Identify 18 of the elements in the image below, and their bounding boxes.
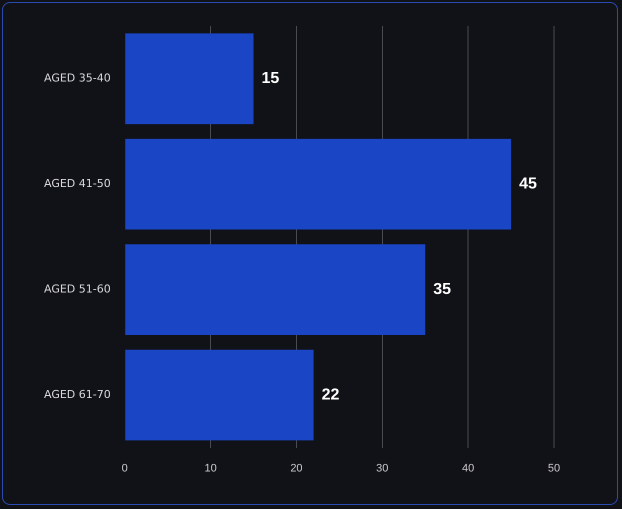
data-label: 45 <box>519 176 537 193</box>
x-tick-label: 10 <box>204 462 217 474</box>
y-tick-label: AGED 51-60 <box>44 282 111 296</box>
data-label: 22 <box>322 386 340 404</box>
x-tick-label: 0 <box>122 462 128 474</box>
bar <box>125 33 254 124</box>
x-tick-label: 30 <box>376 462 388 474</box>
bar <box>125 138 512 230</box>
x-tick-label: 40 <box>462 462 474 474</box>
data-label: 15 <box>262 70 280 88</box>
x-tick-label: 20 <box>290 462 303 474</box>
data-label: 35 <box>433 281 452 298</box>
y-tick-label: AGED 61-70 <box>44 388 111 401</box>
bar <box>125 350 314 440</box>
bar <box>125 244 426 335</box>
y-tick-label: AGED 41-50 <box>44 177 111 190</box>
x-tick-label: 50 <box>548 462 560 474</box>
y-tick-label: AGED 35-40 <box>44 72 111 85</box>
